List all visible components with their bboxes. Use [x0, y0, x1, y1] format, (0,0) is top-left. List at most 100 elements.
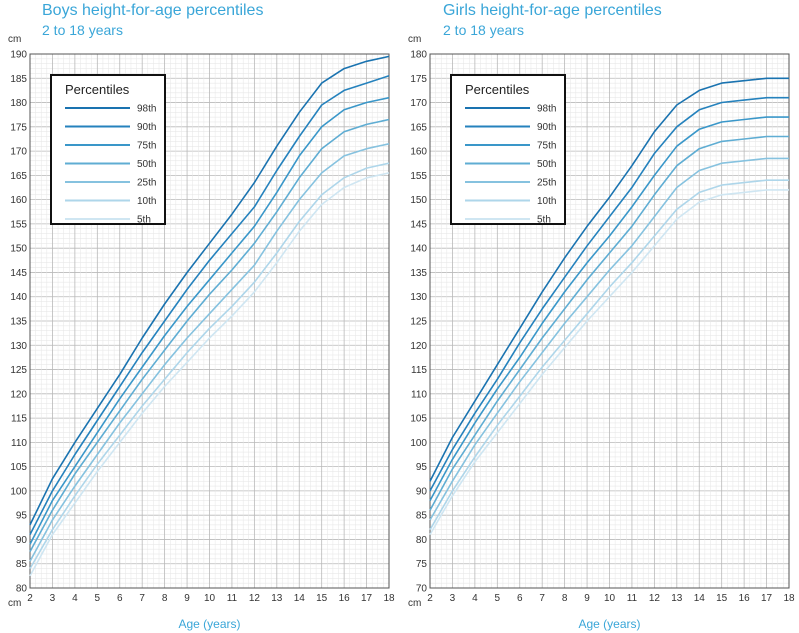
series-line-75th [429, 116, 789, 501]
x-axis-unit: cm [408, 598, 421, 609]
y-tick-label: 90 [416, 486, 428, 497]
x-tick-label: 17 [361, 593, 373, 604]
y-tick-label: 110 [411, 389, 427, 400]
series-line-90th [429, 96, 789, 492]
chart-title: Girls height-for-age percentiles [443, 2, 662, 19]
series-line-90th [29, 75, 390, 535]
y-tick-label: 120 [410, 341, 427, 352]
x-tick-label: 6 [117, 593, 123, 604]
y-tick-label: 95 [16, 511, 28, 522]
y-tick-label: 100 [10, 486, 27, 497]
x-tick-label: 3 [50, 593, 56, 604]
girls-height-chart: 7075808590951001051101151201251301351401… [408, 34, 795, 631]
x-tick-label: 6 [517, 593, 523, 604]
legend-label: 75th [137, 141, 156, 152]
y-tick-label: 170 [410, 98, 427, 109]
y-tick-label: 110 [11, 438, 27, 449]
legend-label: 90th [537, 122, 556, 133]
x-axis-label: Age (years) [578, 617, 640, 631]
series-line-50th [29, 118, 390, 552]
x-tick-label: 16 [739, 593, 751, 604]
y-tick-label: 145 [10, 268, 27, 279]
y-tick-label: 115 [11, 414, 27, 425]
y-tick-label: 160 [10, 195, 27, 206]
x-tick-label: 8 [162, 593, 168, 604]
y-tick-label: 170 [10, 147, 27, 158]
series-line-25th [29, 143, 390, 562]
series-group [29, 55, 390, 577]
x-tick-label: 15 [716, 593, 728, 604]
x-tick-label: 16 [339, 593, 351, 604]
x-tick-label: 4 [472, 593, 478, 604]
y-tick-label: 80 [16, 584, 28, 595]
x-tick-label: 18 [783, 593, 795, 604]
chart-subtitle: 2 to 18 years [42, 22, 123, 38]
y-tick-label: 90 [16, 535, 28, 546]
legend-label: 98th [137, 104, 156, 115]
x-tick-label: 11 [227, 593, 238, 604]
legend: Percentiles 98th 90th 75th 50th 25th 10th 5th [50, 74, 166, 226]
legend-title: Percentiles [465, 82, 530, 97]
x-tick-label: 2 [27, 593, 33, 604]
chart-title: Boys height-for-age percentiles [42, 2, 264, 19]
legend-label: 50th [137, 159, 156, 170]
boys-chart-panel: Boys height-for-age percentiles 2 to 18 … [8, 2, 395, 631]
x-axis-unit: cm [8, 598, 21, 609]
y-tick-label: 150 [410, 195, 427, 206]
series-line-75th [29, 96, 390, 545]
x-tick-label: 12 [249, 593, 261, 604]
series-line-98th [29, 55, 390, 526]
y-tick-label: 140 [10, 292, 27, 303]
plot-frame [429, 53, 790, 589]
legend-title: Percentiles [65, 82, 130, 97]
x-tick-label: 10 [604, 593, 616, 604]
series-line-5th [29, 172, 390, 577]
x-tick-label: 15 [316, 593, 328, 604]
series-line-25th [429, 157, 789, 521]
boys-height-chart: 8085909510010511011512012513013514014515… [8, 34, 395, 631]
series-group [429, 77, 789, 535]
plot-frame [29, 53, 390, 589]
legend-label: 10th [137, 196, 156, 207]
y-tick-label: 85 [16, 559, 28, 570]
x-tick-label: 7 [539, 593, 545, 604]
legend: Percentiles 98th 90th 75th 50th 25th 10th 5th [450, 74, 566, 226]
y-tick-label: 155 [410, 171, 427, 182]
y-tick-label: 115 [411, 365, 427, 376]
x-tick-label: 12 [649, 593, 661, 604]
y-tick-label: 130 [410, 292, 427, 303]
y-tick-label: 70 [416, 584, 428, 595]
series-line-50th [429, 135, 789, 511]
legend-label: 5th [537, 215, 551, 226]
y-tick-label: 105 [10, 462, 27, 473]
x-axis-label: Age (years) [178, 617, 240, 631]
legend-label: 5th [137, 215, 151, 226]
y-tick-label: 130 [10, 341, 27, 352]
y-tick-label: 190 [10, 50, 27, 61]
series-line-10th [429, 179, 789, 531]
y-tick-label: 80 [416, 535, 428, 546]
y-tick-label: 120 [10, 389, 27, 400]
x-tick-label: 5 [495, 593, 501, 604]
y-tick-label: 175 [10, 122, 27, 133]
y-tick-label: 175 [410, 74, 427, 85]
y-tick-label: 85 [416, 511, 428, 522]
chart-subtitle: 2 to 18 years [443, 22, 524, 38]
y-tick-label: 95 [416, 462, 428, 473]
girls-chart-panel: Girls height-for-age percentiles 2 to 18… [400, 0, 799, 633]
x-tick-label: 18 [383, 593, 395, 604]
legend-box [450, 74, 566, 225]
y-tick-label: 140 [410, 244, 427, 255]
y-tick-label: 150 [10, 244, 27, 255]
y-tick-label: 165 [410, 122, 427, 133]
x-tick-label: 17 [761, 593, 773, 604]
x-tick-label: 5 [95, 593, 101, 604]
y-tick-label: 105 [410, 414, 427, 425]
y-tick-label: 185 [10, 74, 27, 85]
legend-label: 50th [537, 159, 556, 170]
x-tick-label: 14 [694, 593, 706, 604]
x-tick-label: 9 [584, 593, 590, 604]
y-tick-label: 125 [410, 317, 427, 328]
y-tick-label: 160 [410, 147, 427, 158]
series-line-5th [429, 189, 789, 535]
